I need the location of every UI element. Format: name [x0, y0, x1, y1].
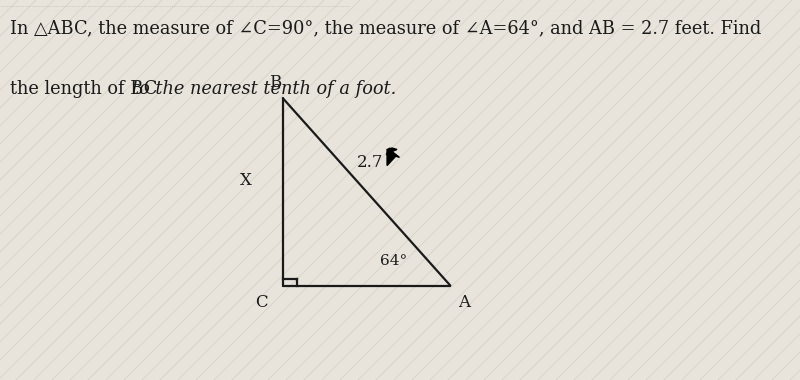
Text: C: C: [254, 294, 267, 311]
Polygon shape: [387, 148, 399, 166]
Text: B: B: [270, 74, 282, 91]
Text: 64°: 64°: [380, 254, 407, 268]
Text: to the nearest tenth of a foot.: to the nearest tenth of a foot.: [132, 80, 396, 98]
Text: X: X: [240, 172, 252, 189]
Text: A: A: [458, 294, 470, 311]
Text: 2.7: 2.7: [358, 154, 384, 171]
Text: In △ABC, the measure of ∠C=90°, the measure of ∠A=64°, and AB = 2.7 feet. Find: In △ABC, the measure of ∠C=90°, the meas…: [10, 19, 762, 37]
Text: the length of BC: the length of BC: [10, 80, 163, 98]
Text: ················································································: ········································…: [0, 4, 350, 9]
